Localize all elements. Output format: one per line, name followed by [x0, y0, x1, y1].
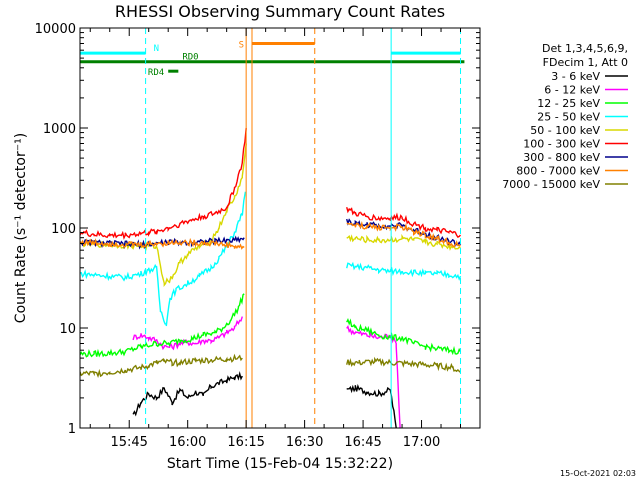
y-tick-label: 1000	[43, 122, 76, 137]
legend-label: 300 - 800 keV	[523, 151, 600, 164]
x-tick-label: 16:15	[227, 435, 264, 450]
legend-label: 7000 - 15000 keV	[502, 178, 600, 191]
x-tick-label: 17:00	[403, 435, 440, 450]
x-tick-label: 15:45	[110, 435, 147, 450]
y-tick-label: 10	[59, 322, 76, 337]
series-line	[80, 353, 461, 379]
legend-header: FDecim 1, Att 0	[543, 56, 628, 69]
legend-label: 12 - 25 keV	[537, 97, 600, 110]
legend: Det 1,3,4,5,6,9,FDecim 1, Att 03 - 6 keV…	[502, 42, 628, 191]
legend-label: 6 - 12 keV	[544, 84, 600, 97]
legend-label: 25 - 50 keV	[537, 111, 600, 124]
series-line	[132, 370, 397, 428]
series-line	[80, 293, 462, 358]
legend-label: 800 - 7000 keV	[516, 165, 600, 178]
legend-header: Det 1,3,4,5,6,9,	[542, 42, 628, 55]
flag-label: S	[239, 40, 244, 50]
y-tick-label: 1	[68, 422, 76, 437]
chart-title: RHESSI Observing Summary Count Rates	[115, 2, 445, 21]
x-axis-label: Start Time (15-Feb-04 15:32:22)	[167, 456, 393, 472]
legend-label: 100 - 300 keV	[523, 138, 600, 151]
series-line	[80, 220, 461, 250]
legend-label: 3 - 6 keV	[551, 70, 600, 83]
legend-label: 50 - 100 keV	[530, 124, 600, 137]
flag-label: RD0	[182, 53, 198, 63]
flag-label: RD4	[148, 68, 164, 78]
y-axis-label: Count Rate (s⁻¹ detector⁻¹)	[13, 133, 29, 323]
flag-label: N	[154, 44, 159, 54]
x-tick-label: 16:00	[169, 435, 206, 450]
y-tick-label: 100	[51, 222, 76, 237]
series-line	[80, 191, 462, 327]
series-layer	[80, 127, 462, 428]
axes-layer: 15:45 16:00 16:15 16:30 16:45 17:00 1 10 100 1000…	[35, 22, 480, 450]
x-tick-label: 16:30	[286, 435, 323, 450]
series-line	[80, 127, 461, 240]
y-tick-label: 10000	[35, 22, 76, 37]
footer-date: 15-Oct-2021 02:03	[560, 469, 636, 478]
x-tick-label: 16:45	[344, 435, 381, 450]
flags-layer: N RD0 RD4 S	[80, 40, 465, 78]
